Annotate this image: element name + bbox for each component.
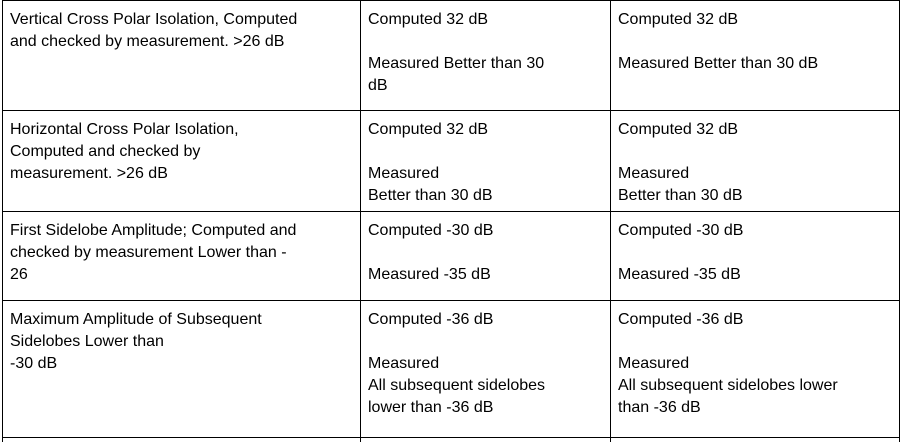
result-cell: Computed -36 dB Measured All subsequent … <box>611 301 900 438</box>
table-row: Vertical Cross Polar Isolation, Computed… <box>3 1 900 111</box>
result-cell: Computed 32 dB Measured Better than 30 d… <box>361 1 611 111</box>
result-text: Computed 32 dB Measured Better than 30 d… <box>618 9 893 75</box>
parameter-cell: Horizontal Cross Polar Isolation, Comput… <box>3 111 361 212</box>
parameter-text: First Sidelobe Amplitude; Computed and c… <box>10 220 354 286</box>
result-text: Computed 32 dB Measured Better than 30 d… <box>368 119 604 207</box>
table-row: Maximum Amplitude of Subsequent Sidelobe… <box>3 301 900 438</box>
table-row: Horizontal Cross Polar Isolation, Comput… <box>3 111 900 212</box>
result-cell: Computed 32 dB Measured Better than 30 d… <box>361 111 611 212</box>
parameter-text: Vertical Cross Polar Isolation, Computed… <box>10 9 354 53</box>
result-text: Computed -36 dB Measured All subsequent … <box>618 309 893 419</box>
parameter-cell: First Sidelobe Amplitude; Computed and c… <box>3 212 361 301</box>
parameter-cell: Vertical Cross Polar Isolation, Computed… <box>3 1 361 111</box>
result-text: Computed 32 dB Measured Better than 30 d… <box>368 9 604 97</box>
result-cell: Computed -30 dB Measured -35 dB <box>361 212 611 301</box>
table-row: First Sidelobe Amplitude; Computed and c… <box>3 212 900 301</box>
parameter-text: Maximum Amplitude of Subsequent Sidelobe… <box>10 309 354 375</box>
parameter-text: Horizontal Cross Polar Isolation, Comput… <box>10 119 354 185</box>
result-text: Computed -30 dB Measured -35 dB <box>618 220 893 286</box>
result-cell: Computed 32 dB Measured Better than 30 d… <box>611 1 900 111</box>
result-cell: Computed -36 dB Measured All subsequent … <box>361 301 611 438</box>
result-cell: Computed 32 dB Measured Better than 30 d… <box>611 111 900 212</box>
result-text: Computed -30 dB Measured -35 dB <box>368 220 604 286</box>
result-text: Computed 32 dB Measured Better than 30 d… <box>618 119 893 207</box>
parameter-cell: Maximum Amplitude of Subsequent Sidelobe… <box>3 301 361 438</box>
result-cell: Computed -30 dB Measured -35 dB <box>611 212 900 301</box>
result-text: Computed -36 dB Measured All subsequent … <box>368 309 604 419</box>
